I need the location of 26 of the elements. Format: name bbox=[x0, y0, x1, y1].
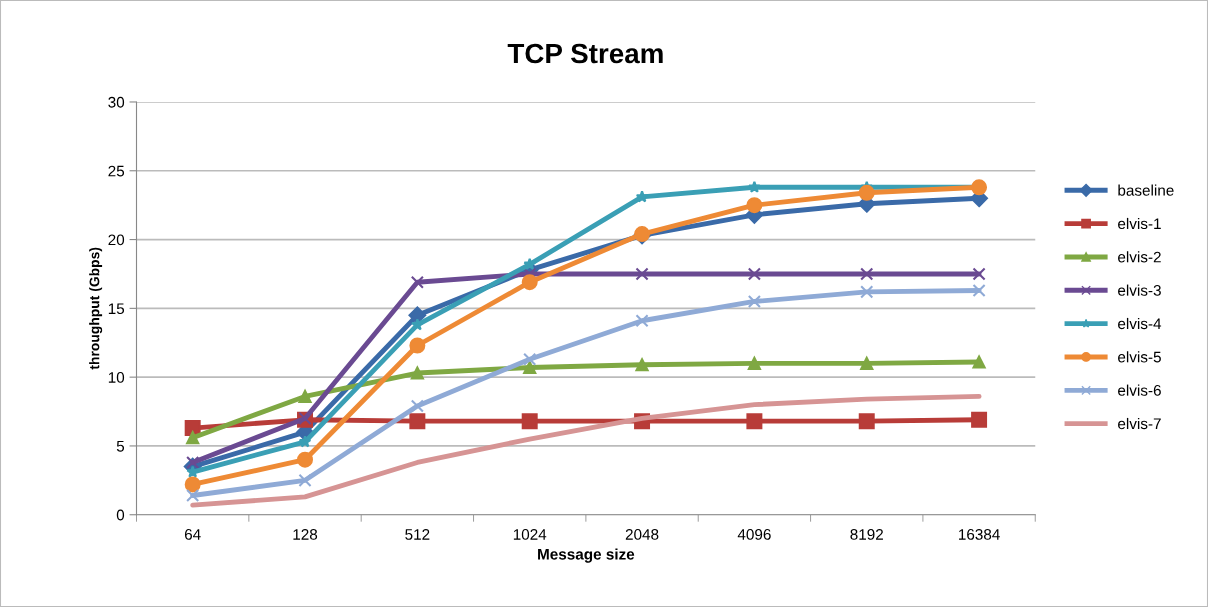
y-tick-label: 10 bbox=[108, 372, 125, 383]
x-tick-label: 128 bbox=[293, 529, 318, 540]
y-tick-label: 5 bbox=[116, 440, 125, 452]
y-tick-label: 0 bbox=[116, 509, 125, 521]
y-tick-label: 15 bbox=[108, 303, 125, 315]
x-tick-label: 64 bbox=[184, 529, 201, 540]
x-tick-label: 16384 bbox=[959, 529, 1000, 540]
y-tick-label: 30 bbox=[108, 96, 125, 108]
y-axis-title: throughput (Gbps) bbox=[89, 247, 103, 370]
x-axis-title: Message size bbox=[538, 548, 635, 563]
x-tick-label: 8192 bbox=[850, 529, 883, 540]
legend-label: elvis-1 bbox=[1118, 217, 1161, 230]
legend-label: elvis-4 bbox=[1118, 317, 1162, 330]
chart-title: TCP Stream bbox=[507, 43, 663, 64]
y-tick-label: 25 bbox=[108, 165, 125, 177]
y-tick-label: 20 bbox=[108, 234, 125, 246]
legend-label: elvis-7 bbox=[1118, 417, 1161, 430]
legend-label: baseline bbox=[1118, 184, 1174, 196]
legend-label: elvis-6 bbox=[1118, 384, 1161, 396]
x-tick-label: 1024 bbox=[513, 529, 547, 540]
legend-label: elvis-5 bbox=[1118, 351, 1161, 363]
x-tick-label: 512 bbox=[405, 529, 430, 540]
x-tick-label: 2048 bbox=[625, 529, 659, 540]
x-tick-label: 4096 bbox=[737, 529, 771, 540]
legend-label: elvis-2 bbox=[1118, 251, 1161, 263]
legend-label: elvis-3 bbox=[1118, 284, 1161, 296]
